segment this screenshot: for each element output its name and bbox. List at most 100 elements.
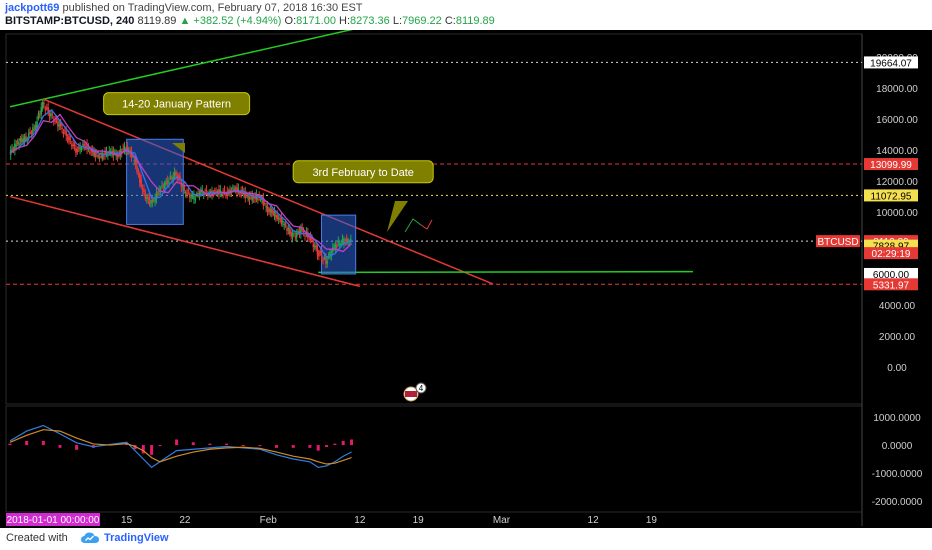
candle-body — [251, 195, 254, 201]
macd-histogram-bar — [191, 442, 195, 446]
candle-body — [33, 129, 36, 131]
candle-body — [327, 256, 330, 258]
candle-body — [136, 166, 138, 172]
countdown-text: 02:29:19 — [872, 249, 911, 260]
macd-histogram-bar — [225, 443, 229, 446]
price-tick-label: 18000.00 — [876, 84, 918, 95]
candle-body — [277, 217, 280, 220]
candle-body — [107, 154, 109, 156]
candle-body — [295, 232, 298, 238]
candle-body — [329, 251, 331, 255]
candle-body — [77, 146, 80, 148]
candle-body — [94, 152, 97, 158]
macd-histogram-bar — [316, 445, 320, 451]
candle-body — [284, 222, 287, 227]
candle-body — [134, 156, 137, 166]
macd-histogram-bar — [333, 443, 337, 446]
macd-histogram-bar — [133, 445, 137, 450]
candle-body — [122, 148, 124, 151]
chart-area[interactable]: 20000.0018000.0016000.0014000.0012000.00… — [0, 30, 932, 528]
candle-body — [270, 208, 273, 213]
candle-body — [170, 177, 173, 179]
price-level-text: 19664.07 — [870, 58, 912, 69]
callout-text: 3rd February to Date — [312, 167, 414, 179]
candle-body — [98, 156, 101, 159]
projection-arrow-down — [420, 219, 433, 230]
candle-body — [61, 127, 63, 129]
projection-arrow-up — [404, 218, 422, 233]
candle-body — [101, 152, 104, 160]
candle-body — [102, 155, 105, 157]
candle-body — [322, 259, 324, 261]
macd-histogram-bar — [275, 445, 279, 448]
price-level-text: 13099.99 — [870, 160, 912, 171]
candle-body — [343, 238, 345, 244]
candle-body — [114, 151, 116, 153]
candle-body — [168, 181, 170, 183]
price-tick-label: 2000.00 — [879, 332, 916, 343]
candle-body — [36, 121, 38, 127]
candle-body — [319, 251, 322, 253]
candle-body — [291, 234, 294, 238]
candle-body — [97, 154, 99, 157]
candle-body — [294, 236, 297, 238]
candle-body — [173, 172, 176, 177]
candle-body — [347, 239, 349, 241]
pattern-box — [126, 138, 184, 225]
price-level-label: 6000.00 — [864, 267, 918, 281]
candle-body — [123, 145, 126, 152]
candle-body — [62, 132, 65, 135]
macd-histogram-bar — [291, 445, 295, 448]
candle-body — [50, 113, 52, 117]
macd-histogram-bar — [58, 445, 62, 448]
author-link[interactable]: jackpott69 — [5, 2, 60, 14]
callout-box — [292, 160, 434, 184]
moving-average-blue — [9, 108, 352, 258]
oscillator-tick-label: 1000.0000 — [873, 413, 921, 424]
candle-body — [19, 138, 22, 141]
candle-body — [80, 149, 83, 151]
candle-body — [234, 188, 237, 190]
candle-body — [279, 217, 281, 219]
macd-histogram-bar — [350, 439, 354, 446]
candle-body — [313, 245, 316, 247]
candle-body — [75, 148, 77, 153]
candle-body — [262, 197, 265, 206]
candle-body — [269, 208, 272, 212]
published-text: published on TradingView.com, February 0… — [62, 2, 363, 14]
candle-body — [190, 197, 192, 199]
candle-body — [79, 147, 81, 151]
candle-body — [183, 185, 186, 191]
candle-body — [137, 172, 140, 174]
callout-box — [103, 92, 251, 116]
price-level-bg — [864, 189, 918, 202]
price-tick-label: 14000.00 — [876, 146, 918, 157]
callout-pointer — [172, 143, 185, 153]
candle-body — [236, 186, 238, 193]
candle-body — [304, 235, 306, 237]
candle-body — [90, 150, 93, 152]
candle-body — [161, 185, 163, 187]
macd-histogram-bar — [258, 445, 262, 447]
candle-body — [198, 195, 201, 197]
candle-body — [341, 238, 344, 241]
candle-body — [323, 257, 326, 259]
macd-histogram-bar — [175, 439, 179, 446]
candle-body — [258, 194, 261, 197]
candle-body — [11, 148, 13, 150]
candle-body — [172, 176, 174, 180]
candle-body — [104, 151, 106, 155]
candle-body — [37, 113, 40, 119]
candle-body — [157, 192, 159, 196]
symbol-label[interactable]: BITSTAMP:BTCUSD, 240 — [5, 15, 135, 27]
candle-body — [155, 192, 158, 199]
candle-body — [148, 197, 151, 205]
time-cursor-text: 2018-01-01 00:00:00 — [7, 515, 100, 526]
macd-histogram-bar — [141, 445, 145, 454]
tradingview-logo-text[interactable]: TradingView — [104, 532, 169, 544]
candle-body — [51, 113, 54, 115]
candle-body — [76, 149, 79, 153]
candle-body — [336, 244, 338, 248]
candle-body — [150, 201, 152, 204]
candle-body — [215, 191, 217, 193]
